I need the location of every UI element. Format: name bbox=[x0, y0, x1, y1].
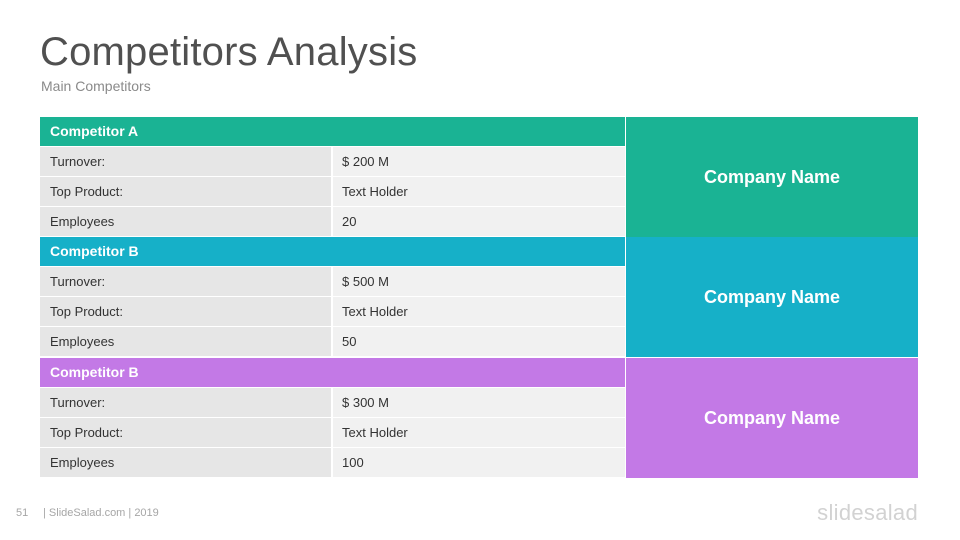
row-label: Employees bbox=[40, 207, 331, 236]
row-label: Employees bbox=[40, 448, 331, 477]
brand-logo: slidesalad bbox=[817, 500, 918, 525]
row-value: $ 500 M bbox=[333, 267, 625, 296]
table-row: Employees 50 bbox=[40, 327, 625, 356]
page-title: Competitors Analysis bbox=[40, 30, 418, 74]
row-value: 50 bbox=[333, 327, 625, 356]
table-row: Employees 20 bbox=[40, 207, 625, 236]
page-number: 51 bbox=[16, 507, 29, 519]
competitor-header: Competitor A bbox=[40, 117, 625, 146]
table-row: Turnover: $ 500 M bbox=[40, 267, 625, 296]
competitor-header: Competitor B bbox=[40, 358, 625, 387]
competitors-table: Competitor A Turnover: $ 200 M Top Produ… bbox=[40, 117, 918, 478]
row-label: Turnover: bbox=[40, 388, 331, 417]
company-name-panel: Company Name bbox=[626, 117, 918, 237]
row-label: Employees bbox=[40, 327, 331, 356]
table-row: Top Product: Text Holder bbox=[40, 418, 625, 447]
competitor-block: Competitor B Turnover: $ 500 M Top Produ… bbox=[40, 237, 918, 357]
table-row: Top Product: Text Holder bbox=[40, 297, 625, 326]
row-value: Text Holder bbox=[333, 418, 625, 447]
table-row: Employees 100 bbox=[40, 448, 625, 477]
row-label: Top Product: bbox=[40, 297, 331, 326]
row-value: Text Holder bbox=[333, 297, 625, 326]
table-row: Top Product: Text Holder bbox=[40, 177, 625, 206]
page-subtitle: Main Competitors bbox=[41, 78, 151, 94]
company-name-panel: Company Name bbox=[626, 358, 918, 478]
row-value: $ 300 M bbox=[333, 388, 625, 417]
table-row: Turnover: $ 300 M bbox=[40, 388, 625, 417]
footer-text: | SlideSalad.com | 2019 bbox=[43, 507, 159, 519]
competitor-block: Competitor B Turnover: $ 300 M Top Produ… bbox=[40, 358, 918, 478]
company-name-panel: Company Name bbox=[626, 237, 918, 357]
row-value: Text Holder bbox=[333, 177, 625, 206]
competitor-header: Competitor B bbox=[40, 237, 625, 266]
row-value: 100 bbox=[333, 448, 625, 477]
row-label: Top Product: bbox=[40, 418, 331, 447]
competitor-block: Competitor A Turnover: $ 200 M Top Produ… bbox=[40, 117, 918, 237]
table-row: Turnover: $ 200 M bbox=[40, 147, 625, 176]
row-label: Turnover: bbox=[40, 147, 331, 176]
row-value: 20 bbox=[333, 207, 625, 236]
row-label: Turnover: bbox=[40, 267, 331, 296]
row-label: Top Product: bbox=[40, 177, 331, 206]
row-value: $ 200 M bbox=[333, 147, 625, 176]
